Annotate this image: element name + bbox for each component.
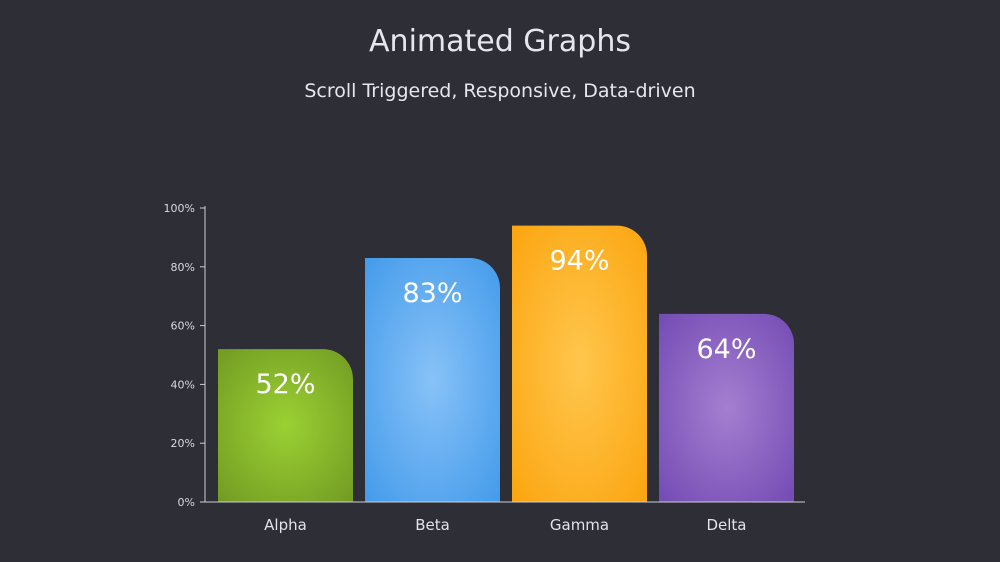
page-subtitle: Scroll Triggered, Responsive, Data-drive… xyxy=(304,80,696,102)
y-tick-label: 20% xyxy=(171,437,195,450)
x-category-label: Beta xyxy=(415,516,450,534)
y-tick-label: 80% xyxy=(171,261,195,274)
bar-beta xyxy=(365,257,500,502)
bar-value-label: 52% xyxy=(255,369,315,400)
x-category-label: Delta xyxy=(706,516,746,534)
bar-value-label: 64% xyxy=(696,334,756,365)
bar-delta xyxy=(659,313,794,502)
y-tick-label: 40% xyxy=(171,378,195,391)
page-title: Animated Graphs xyxy=(369,24,631,59)
y-tick-label: 100% xyxy=(164,202,195,215)
bar-alpha xyxy=(218,349,353,502)
y-tick-label: 0% xyxy=(178,496,195,509)
y-tick-label: 60% xyxy=(171,320,195,333)
bar-value-label: 94% xyxy=(549,246,609,277)
bar-value-label: 83% xyxy=(402,278,462,309)
bar-gamma xyxy=(512,225,647,502)
bars-group: 52% 83% 94% 64% xyxy=(218,225,794,502)
x-category-label: Gamma xyxy=(550,516,609,534)
y-axis: 0% 20% 40% 60% 80% 100% xyxy=(164,202,206,509)
x-category-label: Alpha xyxy=(264,516,307,534)
x-axis: Alpha Beta Gamma Delta xyxy=(205,501,805,534)
